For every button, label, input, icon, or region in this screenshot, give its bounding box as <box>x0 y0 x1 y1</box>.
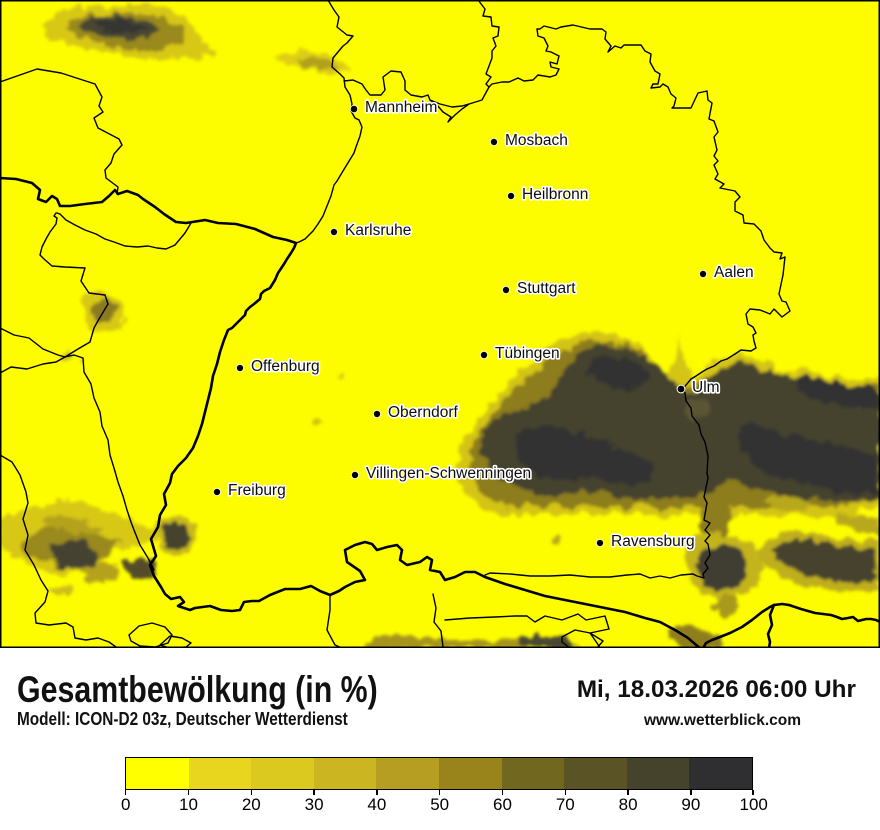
svg-text:Aalen: Aalen <box>714 264 754 281</box>
svg-text:Villingen-Schwenningen: Villingen-Schwenningen <box>366 465 531 482</box>
svg-text:Tübingen: Tübingen <box>495 345 560 362</box>
svg-text:Mannheim: Mannheim <box>365 99 437 116</box>
svg-text:Mosbach: Mosbach <box>505 132 568 149</box>
svg-text:Heilbronn: Heilbronn <box>522 186 588 203</box>
svg-text:Karlsruhe: Karlsruhe <box>345 222 411 239</box>
svg-text:Freiburg: Freiburg <box>228 482 286 499</box>
svg-text:Stuttgart: Stuttgart <box>517 280 576 297</box>
svg-text:Oberndorf: Oberndorf <box>388 404 458 421</box>
svg-text:Offenburg: Offenburg <box>251 358 320 375</box>
svg-text:Ulm: Ulm <box>692 379 720 396</box>
svg-text:Ravensburg: Ravensburg <box>611 533 695 550</box>
